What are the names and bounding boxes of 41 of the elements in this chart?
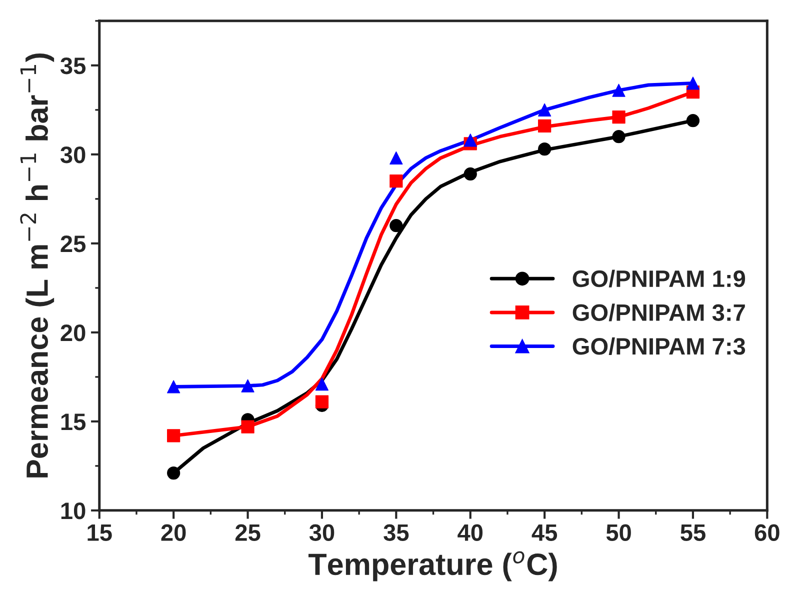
x-tick-label: 60 bbox=[754, 524, 780, 541]
y-tick-label: 20 bbox=[60, 324, 86, 342]
legend-label: GO/PNIPAM 7:3 bbox=[572, 337, 746, 356]
x-tick-label: 45 bbox=[532, 524, 558, 541]
x-tick-label: 20 bbox=[161, 524, 186, 541]
point bbox=[686, 114, 700, 128]
x-tick-label: 30 bbox=[309, 524, 334, 542]
point bbox=[538, 119, 552, 132]
point bbox=[241, 420, 254, 434]
x-tick-label: 35 bbox=[384, 524, 409, 542]
point bbox=[167, 466, 180, 480]
x-tick-label: 55 bbox=[680, 524, 706, 541]
point bbox=[390, 174, 403, 188]
point bbox=[390, 219, 403, 232]
y-tick-label: 10 bbox=[61, 502, 86, 520]
point bbox=[241, 379, 254, 392]
point bbox=[612, 130, 626, 144]
y-tick-label: 15 bbox=[61, 414, 86, 430]
point bbox=[315, 395, 329, 408]
point bbox=[464, 167, 477, 181]
point bbox=[686, 76, 700, 90]
point bbox=[390, 151, 403, 165]
point bbox=[315, 377, 329, 391]
x-axis-title: Temperature ($^{o}$C) bbox=[308, 551, 557, 582]
point bbox=[167, 380, 180, 394]
point bbox=[167, 429, 180, 442]
x-tick-label: 15 bbox=[88, 524, 112, 541]
point bbox=[538, 103, 552, 116]
legend-label: GO/PNIPAM 3:7 bbox=[572, 304, 745, 322]
y-tick-label: 30 bbox=[60, 146, 86, 164]
point bbox=[612, 110, 626, 124]
y-axis-title: Permeance (L m$^{−2}$ h$^{−1}$ bar$^{−1}$) bbox=[20, 54, 54, 478]
point bbox=[538, 142, 552, 156]
point bbox=[464, 134, 477, 147]
x-tick-label: 25 bbox=[235, 524, 260, 541]
y-tick-label: 25 bbox=[60, 235, 86, 252]
y-tick-label: 35 bbox=[60, 57, 86, 74]
x-tick-label: 50 bbox=[606, 524, 631, 541]
point bbox=[612, 84, 626, 97]
legend-label: GO/PNIPAM 1:9 bbox=[572, 270, 746, 288]
x-tick-label: 40 bbox=[458, 524, 483, 541]
